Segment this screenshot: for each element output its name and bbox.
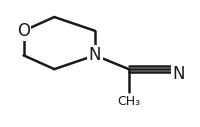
Text: O: O	[17, 22, 30, 40]
Text: N: N	[89, 46, 101, 64]
Text: N: N	[172, 65, 185, 83]
Text: CH₃: CH₃	[117, 95, 140, 108]
